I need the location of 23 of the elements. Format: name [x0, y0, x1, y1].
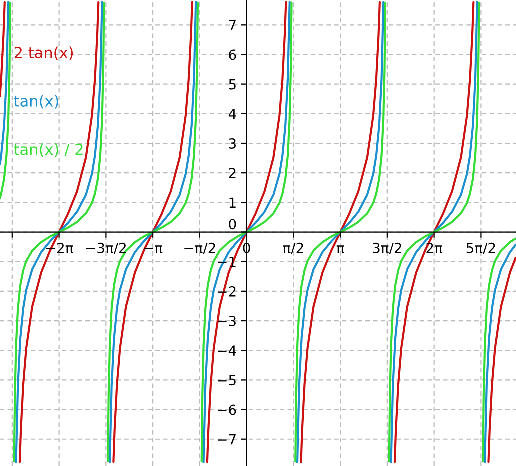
y-tick-label: −4: [218, 346, 236, 356]
y-tick-label: 0: [229, 219, 236, 230]
y-tick-label: −7: [218, 434, 236, 445]
x-tick-label: −π: [144, 246, 163, 254]
y-tick-label: 1: [230, 198, 236, 208]
x-tick-label: 3π/2: [373, 242, 402, 255]
y-tick-label: 6: [229, 50, 236, 60]
series-label: tan(x) / 2: [14, 144, 83, 158]
x-tick-label: −3π/2: [86, 242, 126, 255]
y-tick-label: 4: [228, 109, 236, 120]
y-tick-label: 5: [229, 79, 236, 90]
y-tick-label: −5: [218, 375, 236, 386]
series-label: tan(x): [14, 95, 58, 109]
y-tick-label: 3: [229, 138, 236, 149]
x-tick-label: π/2: [283, 242, 304, 255]
x-tick-label: −π/2: [184, 242, 216, 255]
x-tick-label: π: [336, 246, 344, 254]
series-label: 2 tan(x): [14, 46, 74, 60]
x-tick-label: 2π: [426, 242, 443, 254]
y-tick-label: −6: [218, 404, 236, 416]
x-tick-label: 5π/2: [466, 242, 496, 255]
y-tick-label: 2: [229, 168, 236, 178]
y-tick-label: 7: [229, 20, 236, 30]
